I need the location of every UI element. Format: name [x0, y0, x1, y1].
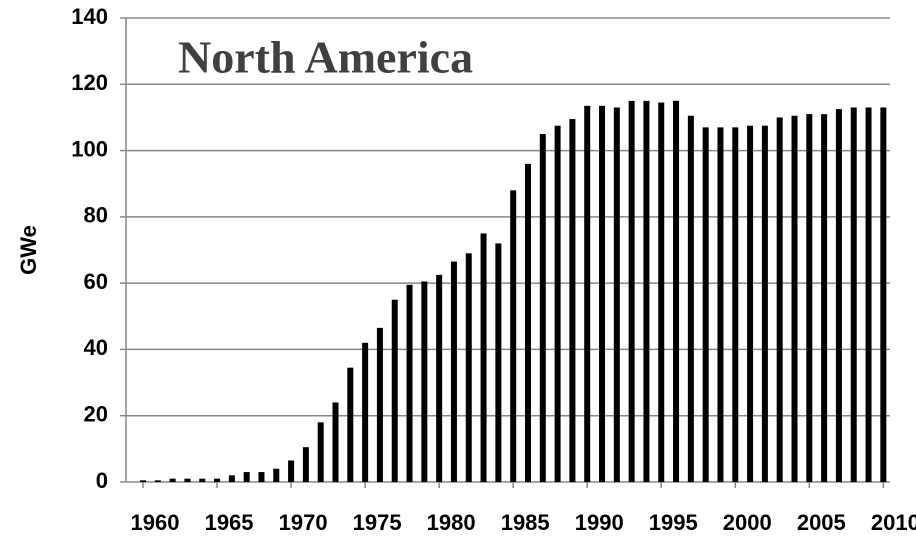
bar — [510, 190, 517, 483]
bar — [184, 478, 191, 482]
bar — [436, 274, 443, 482]
bar — [717, 127, 724, 482]
bar — [791, 115, 798, 483]
x-tick-label: 1965 — [205, 510, 254, 535]
bar — [214, 478, 221, 482]
x-tick-label: 1980 — [427, 510, 476, 535]
y-tick-label: 0 — [96, 468, 108, 493]
bar — [169, 478, 176, 482]
bar — [850, 107, 857, 482]
bar — [347, 367, 354, 482]
bar — [480, 233, 487, 482]
bar — [702, 127, 709, 482]
bar — [643, 100, 650, 482]
x-tick-label: 1990 — [575, 510, 624, 535]
bar — [658, 102, 665, 482]
bar — [821, 114, 828, 482]
bar — [243, 472, 250, 482]
bar — [406, 284, 413, 482]
x-tick-label: 1975 — [353, 510, 402, 535]
x-tick-label: 1960 — [131, 510, 180, 535]
bar — [569, 119, 576, 482]
bar — [687, 115, 694, 483]
x-tick-label: 2010 — [871, 510, 916, 535]
bar — [495, 243, 502, 482]
bar — [199, 478, 206, 482]
y-tick-label: 120 — [71, 70, 108, 95]
x-tick-label: 1970 — [279, 510, 328, 535]
bar — [154, 480, 161, 482]
bar — [599, 105, 606, 482]
bar — [732, 127, 739, 482]
bar — [539, 134, 546, 482]
chart-title: North America — [178, 32, 473, 83]
bar — [584, 105, 591, 482]
y-tick-label: 60 — [84, 269, 108, 294]
bar — [865, 107, 872, 482]
x-tick-label: 1985 — [501, 510, 550, 535]
bar — [362, 342, 369, 482]
bar — [317, 422, 324, 482]
bar — [302, 447, 309, 482]
bar — [450, 261, 457, 482]
y-tick-label: 40 — [84, 335, 108, 360]
bar — [273, 468, 280, 482]
bar — [332, 402, 339, 482]
bar — [613, 107, 620, 482]
bar — [747, 125, 754, 482]
y-tick-label: 80 — [84, 203, 108, 228]
x-tick-label: 2000 — [723, 510, 772, 535]
y-tick-label: 100 — [71, 136, 108, 161]
bar — [835, 109, 842, 483]
x-tick-label: 2005 — [797, 510, 846, 535]
bar — [806, 114, 813, 482]
bar — [288, 460, 295, 482]
x-tick-label: 1995 — [649, 510, 698, 535]
bar — [376, 327, 383, 482]
bar — [880, 107, 887, 482]
bar — [140, 480, 147, 482]
bar — [554, 125, 561, 482]
bar — [628, 100, 635, 482]
y-tick-label: 20 — [84, 402, 108, 427]
bar — [465, 253, 472, 482]
bar — [524, 163, 531, 483]
bar — [228, 475, 235, 482]
y-axis-label: GWe — [16, 225, 41, 275]
bar — [391, 299, 398, 482]
y-tick-label: 140 — [71, 4, 108, 29]
bar — [258, 472, 265, 482]
bar — [761, 125, 768, 482]
bar — [673, 100, 680, 482]
bar — [421, 281, 428, 482]
bar — [776, 117, 783, 482]
